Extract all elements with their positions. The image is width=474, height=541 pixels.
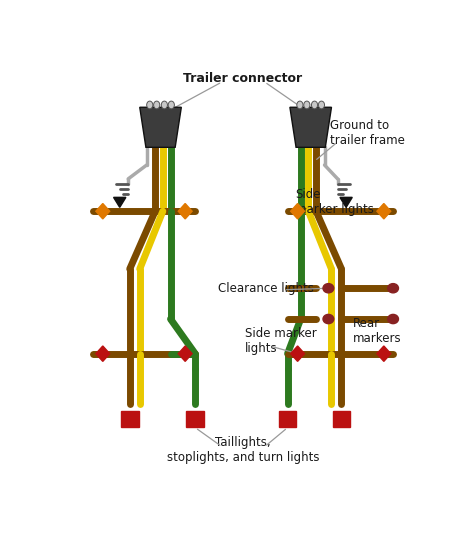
- Bar: [186, 411, 204, 427]
- Text: Side marker
lights: Side marker lights: [245, 327, 317, 354]
- Ellipse shape: [388, 283, 399, 293]
- Polygon shape: [291, 203, 304, 219]
- Polygon shape: [377, 346, 391, 361]
- Ellipse shape: [388, 314, 399, 324]
- Polygon shape: [290, 107, 331, 147]
- Bar: [279, 411, 296, 427]
- Ellipse shape: [154, 101, 160, 109]
- Ellipse shape: [161, 101, 167, 109]
- Polygon shape: [377, 203, 391, 219]
- Ellipse shape: [323, 283, 334, 293]
- Ellipse shape: [319, 101, 325, 109]
- Ellipse shape: [304, 101, 310, 109]
- Text: Taillights,
stoplights, and turn lights: Taillights, stoplights, and turn lights: [167, 436, 319, 464]
- Ellipse shape: [323, 314, 334, 324]
- Polygon shape: [96, 203, 109, 219]
- Text: Ground to
trailer frame: Ground to trailer frame: [330, 118, 405, 147]
- Text: Rear
markers: Rear markers: [353, 316, 401, 345]
- Ellipse shape: [297, 101, 303, 109]
- Text: Clearance lights: Clearance lights: [219, 282, 314, 295]
- Ellipse shape: [311, 101, 318, 109]
- Ellipse shape: [168, 101, 174, 109]
- Text: Side
marker lights: Side marker lights: [295, 188, 374, 216]
- Polygon shape: [114, 197, 126, 207]
- Polygon shape: [140, 107, 182, 147]
- Bar: [121, 411, 138, 427]
- Polygon shape: [178, 346, 192, 361]
- Polygon shape: [340, 197, 352, 207]
- Text: Trailer connector: Trailer connector: [183, 72, 302, 85]
- Ellipse shape: [146, 101, 153, 109]
- Bar: [333, 411, 350, 427]
- Polygon shape: [291, 346, 304, 361]
- Polygon shape: [178, 203, 192, 219]
- Polygon shape: [96, 346, 109, 361]
